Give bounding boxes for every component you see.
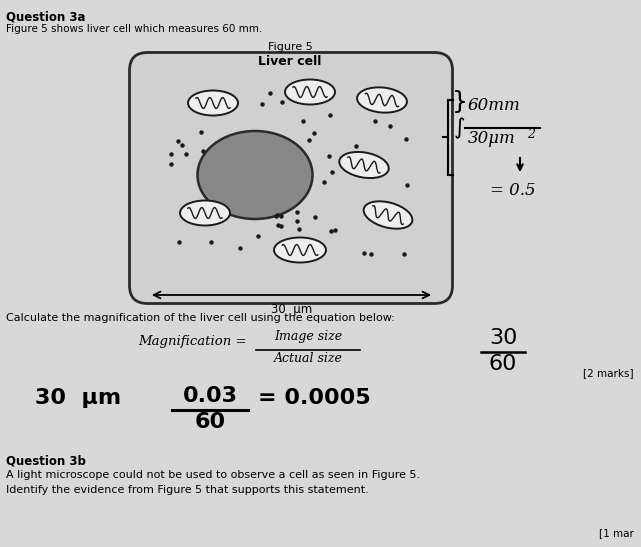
Text: Figure 5 shows liver cell which measures 60 mm.: Figure 5 shows liver cell which measures… <box>6 24 262 34</box>
Text: Figure 5: Figure 5 <box>268 42 312 52</box>
Text: Question 3b: Question 3b <box>6 455 86 468</box>
Ellipse shape <box>197 131 313 219</box>
Text: 30  μm: 30 μm <box>35 388 121 408</box>
Text: }: } <box>452 90 468 114</box>
Text: 30μm: 30μm <box>468 130 516 147</box>
Text: Identify the evidence from Figure 5 that supports this statement.: Identify the evidence from Figure 5 that… <box>6 485 369 495</box>
Text: Magnification =: Magnification = <box>138 335 247 348</box>
Text: Image size: Image size <box>274 330 342 343</box>
Text: Question 3a: Question 3a <box>6 10 85 23</box>
Ellipse shape <box>339 152 388 178</box>
Ellipse shape <box>274 237 326 263</box>
Text: = 0.0005: = 0.0005 <box>258 388 370 408</box>
Text: 60: 60 <box>194 412 226 432</box>
Text: Actual size: Actual size <box>274 352 342 365</box>
Ellipse shape <box>285 79 335 104</box>
FancyBboxPatch shape <box>129 53 453 304</box>
Text: A light microscope could not be used to observe a cell as seen in Figure 5.: A light microscope could not be used to … <box>6 470 420 480</box>
Text: 30: 30 <box>489 328 517 348</box>
Ellipse shape <box>180 201 230 225</box>
Ellipse shape <box>188 90 238 115</box>
Ellipse shape <box>363 201 412 229</box>
Text: Calculate the magnification of the liver cell using the equation below:: Calculate the magnification of the liver… <box>6 313 395 323</box>
Text: Liver cell: Liver cell <box>258 55 322 68</box>
Text: 0.03: 0.03 <box>183 386 238 406</box>
Text: [1 mar: [1 mar <box>599 528 634 538</box>
Text: 30  μm: 30 μm <box>271 303 312 316</box>
Text: [2 marks]: [2 marks] <box>583 368 634 378</box>
Text: ∫: ∫ <box>454 118 465 139</box>
Ellipse shape <box>357 88 407 113</box>
Text: 2: 2 <box>527 128 535 141</box>
Text: = 0.5: = 0.5 <box>490 182 536 199</box>
Text: 60: 60 <box>489 354 517 374</box>
Text: 60mm: 60mm <box>468 97 520 114</box>
